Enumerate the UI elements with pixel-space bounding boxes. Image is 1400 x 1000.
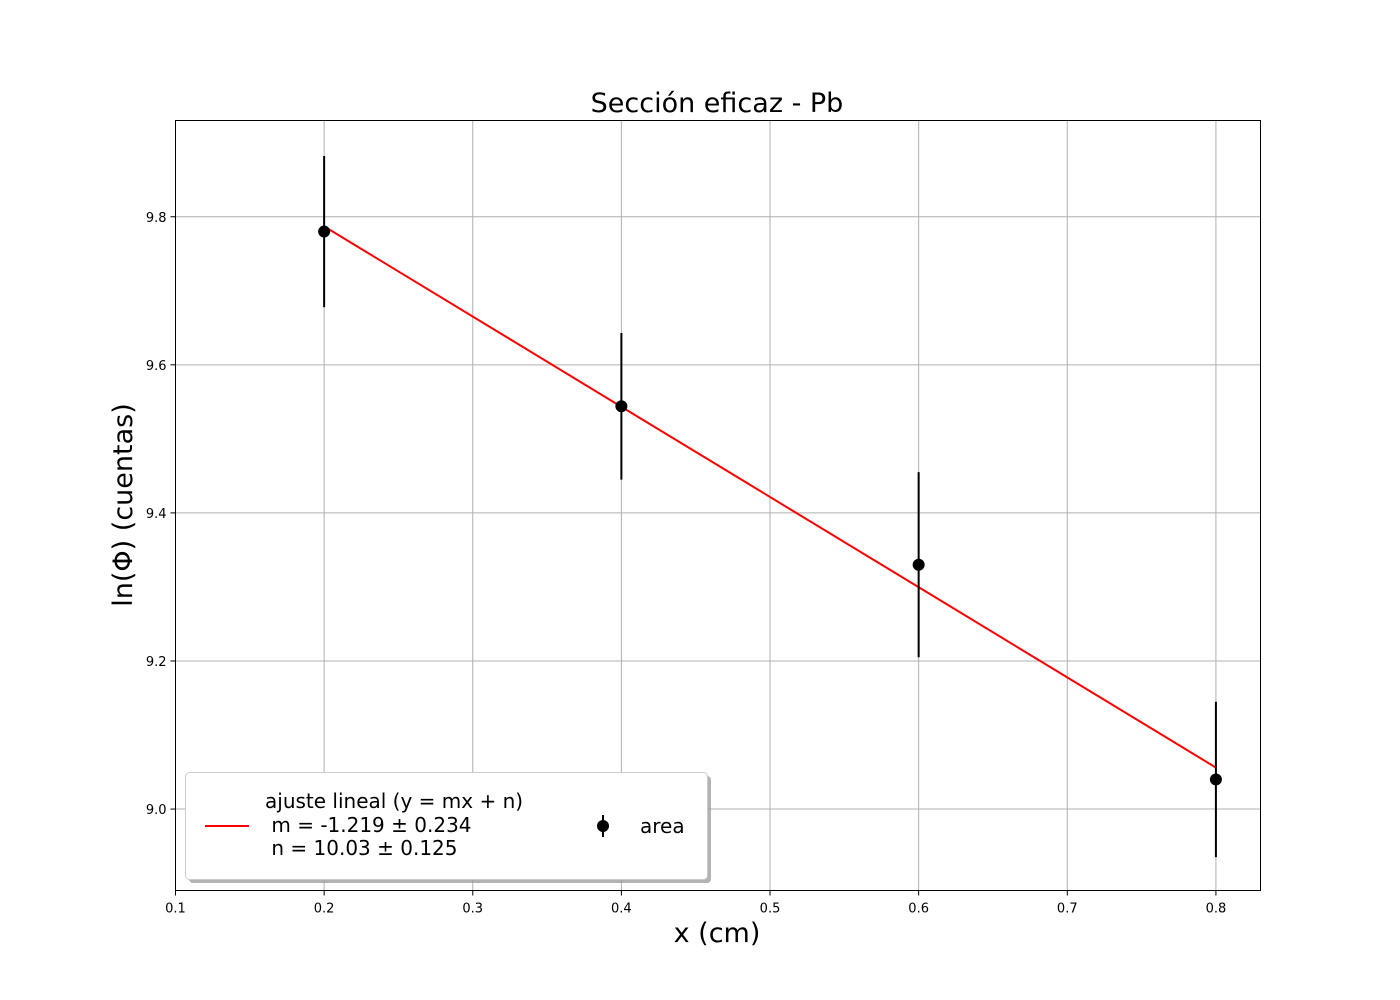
x-tick-label: 0.8 [1206,902,1227,917]
legend: ajuste lineal (y = mx + n) m = -1.219 ± … [0,0,711,883]
y-axis-label: ln(Φ) (cuentas) [108,403,139,606]
fit-line [323,225,1217,769]
y-tick-label: 9.8 [146,211,167,226]
data-point [615,400,628,413]
y-tick-label: 9.4 [146,507,167,522]
x-tick-label: 0.7 [1057,902,1078,917]
y-axis-ticks: 9.0 9.2 9.4 9.6 9.8 [146,211,176,818]
legend-box [185,772,708,880]
x-tick-label: 0.2 [314,902,335,917]
x-tick-label: 0.4 [611,902,632,917]
legend-area-label: area [640,814,685,838]
data-point [912,558,925,571]
legend-fit-label-line: n = 10.03 ± 0.125 [265,836,458,860]
data-point [318,225,331,238]
legend-fit-label: ajuste lineal (y = mx + n) m = -1.219 ± … [0,0,568,860]
x-tick-label: 0.3 [462,902,483,917]
fit-line-layer [323,225,1217,769]
plot-area-frame [175,120,1261,891]
chart-title: Sección eficaz - Pb [591,88,844,119]
y-tick-label: 9.6 [146,359,167,374]
y-tick-label: 9.0 [146,803,167,818]
x-tick-label: 0.1 [165,902,186,917]
data-points-layer [318,156,1222,858]
legend-fit-label-line: ajuste lineal (y = mx + n) [265,789,523,813]
x-axis-ticks: 0.1 0.2 0.3 0.4 0.5 0.6 0.7 0.8 [165,890,1227,917]
data-point [1209,773,1222,786]
legend-fit-label-line: m = -1.219 ± 0.234 [265,813,472,837]
x-tick-label: 0.5 [760,902,781,917]
y-tick-label: 9.2 [146,655,167,670]
x-tick-label: 0.6 [908,902,929,917]
x-axis-label: x (cm) [674,918,761,949]
legend-area-marker [597,820,609,832]
